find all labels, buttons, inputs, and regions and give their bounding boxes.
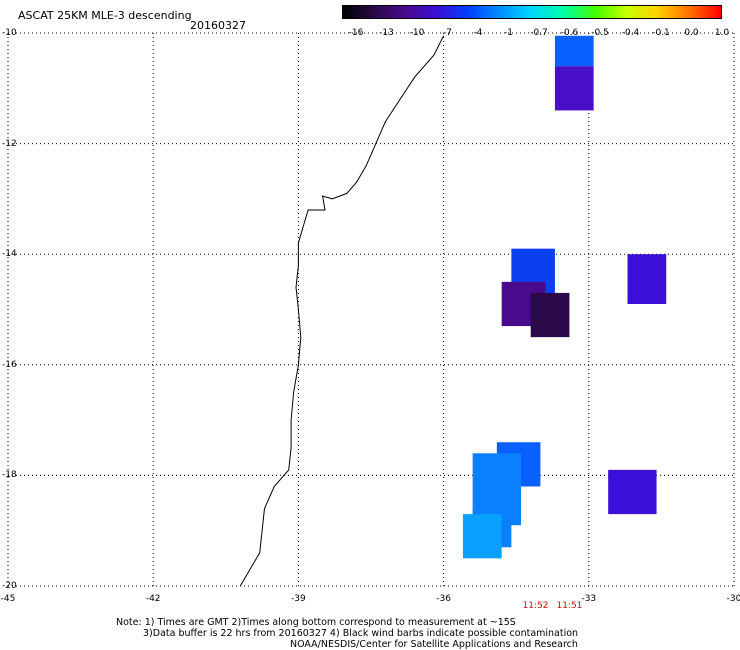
colorbar-label: -0.4 — [621, 28, 640, 38]
map-date: 20160327 — [190, 19, 246, 32]
wind-cells — [462, 35, 667, 559]
lat-tick-label: -20 — [2, 581, 17, 591]
lat-tick-label: -10 — [2, 28, 17, 38]
lat-tick-label: -14 — [2, 249, 17, 260]
lon-tick-label: -39 — [291, 594, 306, 604]
lon-tick-label: -36 — [436, 594, 451, 604]
lat-tick-label: -12 — [2, 138, 17, 149]
time-label: 11:52 — [522, 601, 549, 611]
coastline — [239, 35, 445, 587]
lat-tick-label: -16 — [2, 359, 17, 370]
wind-cell — [554, 35, 594, 67]
note-line-2: 3)Data buffer is 22 hrs from 20160327 4)… — [143, 628, 579, 639]
wind-cell — [530, 292, 570, 338]
colorbar-label: -7 — [443, 28, 452, 38]
colorbar-label: -4 — [473, 28, 483, 38]
colorbar — [342, 5, 722, 19]
map-title: ASCAT 25KM MLE-3 descending — [18, 9, 192, 22]
map-grid — [7, 32, 735, 587]
note-line-1: Note: 1) Times are GMT 2)Times along bot… — [116, 617, 516, 628]
lon-tick-label: -45 — [0, 594, 16, 604]
time-label: 11:51 — [556, 601, 583, 611]
lon-tick-label: -30 — [726, 594, 740, 604]
colorbar-label: 0.0 — [684, 28, 699, 38]
lon-tick-label: -33 — [581, 594, 597, 604]
colorbar-label: -0.6 — [560, 28, 579, 38]
wind-cell — [462, 514, 502, 559]
wind-cell — [554, 66, 594, 111]
lon-tick-label: -42 — [145, 594, 161, 604]
wind-cell — [608, 469, 657, 515]
colorbar-label: 1.0 — [714, 28, 730, 38]
wind-cell — [627, 254, 667, 304]
lat-tick-label: -18 — [2, 470, 17, 481]
colorbar-label: -0.7 — [530, 28, 548, 38]
note-line-3: NOAA/NESDIS/Center for Satellite Applica… — [290, 639, 578, 650]
colorbar-label: -13 — [379, 28, 394, 38]
